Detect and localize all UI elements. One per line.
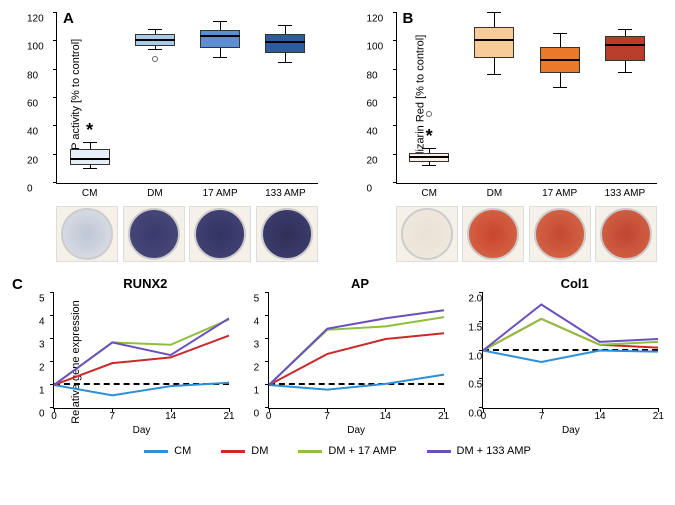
ytick: 0 bbox=[27, 184, 33, 195]
ytick: 60 bbox=[27, 99, 38, 110]
legend-item: DM + 133 AMP bbox=[427, 445, 531, 457]
legend: CM DM DM + 17 AMP DM + 133 AMP bbox=[8, 445, 667, 457]
well-image bbox=[529, 206, 591, 262]
legend-item: DM + 17 AMP bbox=[298, 445, 396, 457]
ytick: 120 bbox=[27, 14, 44, 25]
panel-c-charts: RUNX2Relative gene expression01234507142… bbox=[53, 276, 667, 409]
significance-marker: * bbox=[426, 126, 433, 147]
xtick-label: CM bbox=[421, 188, 437, 199]
panel-a-wells bbox=[56, 206, 318, 262]
ytick: 20 bbox=[367, 155, 378, 166]
legend-label: CM bbox=[174, 445, 191, 457]
well-image bbox=[256, 206, 318, 262]
legend-label: DM + 17 AMP bbox=[328, 445, 396, 457]
xtick-label: 17 AMP bbox=[203, 188, 238, 199]
xtick-label: 17 AMP bbox=[542, 188, 577, 199]
legend-swatch bbox=[298, 450, 322, 453]
significance-marker: * bbox=[86, 120, 93, 141]
top-row: A AP activity [% to control] 02040608010… bbox=[8, 8, 667, 262]
xtick-label: CM bbox=[82, 188, 98, 199]
panel-a-boxplot: AP activity [% to control] 0204060801001… bbox=[56, 13, 318, 184]
ytick: 40 bbox=[27, 127, 38, 138]
ytick: 80 bbox=[27, 70, 38, 81]
panel-c-label: C bbox=[12, 276, 23, 293]
xtick-label: DM bbox=[147, 188, 163, 199]
ytick: 60 bbox=[367, 99, 378, 110]
panel-b-boxplot: Alizarin Red [% to control] 020406080100… bbox=[396, 13, 658, 184]
ytick: 80 bbox=[367, 70, 378, 81]
series-line bbox=[269, 375, 444, 390]
panel-c: C RUNX2Relative gene expression012345071… bbox=[8, 276, 667, 457]
well-image bbox=[595, 206, 657, 262]
series-line bbox=[269, 317, 444, 385]
line-chart: RUNX2Relative gene expression01234507142… bbox=[53, 276, 238, 409]
well-image bbox=[189, 206, 251, 262]
ytick: 100 bbox=[367, 42, 384, 53]
legend-item: DM bbox=[221, 445, 268, 457]
chart-title: Col1 bbox=[482, 276, 667, 291]
xtick-label: 133 AMP bbox=[605, 188, 646, 199]
panel-c-xlabel: Day bbox=[133, 425, 151, 436]
xtick-label: 133 AMP bbox=[265, 188, 306, 199]
ytick: 0 bbox=[367, 184, 373, 195]
series-line bbox=[54, 383, 229, 396]
line-chart: Col10.00.51.01.52.0071421Day bbox=[482, 276, 667, 409]
panel-b: B Alizarin Red [% to control] 0204060801… bbox=[348, 8, 668, 262]
ytick: 20 bbox=[27, 155, 38, 166]
well-image bbox=[462, 206, 524, 262]
ytick: 100 bbox=[27, 42, 44, 53]
series-line bbox=[483, 351, 658, 363]
well-image bbox=[56, 206, 118, 262]
xtick-label: DM bbox=[487, 188, 503, 199]
chart-title: RUNX2 bbox=[53, 276, 238, 291]
line-chart: AP012345071421Day bbox=[268, 276, 453, 409]
legend-item: CM bbox=[144, 445, 191, 457]
panel-b-wells bbox=[396, 206, 658, 262]
ytick: 120 bbox=[367, 14, 384, 25]
panel-c-xlabel: Day bbox=[562, 425, 580, 436]
figure: A AP activity [% to control] 02040608010… bbox=[8, 8, 667, 457]
well-image bbox=[123, 206, 185, 262]
panel-c-xlabel: Day bbox=[347, 425, 365, 436]
ytick: 40 bbox=[367, 127, 378, 138]
panel-a-ylabel: AP activity [% to control] bbox=[70, 39, 82, 157]
panel-b-ylabel: Alizarin Red [% to control] bbox=[414, 35, 426, 162]
legend-label: DM + 133 AMP bbox=[457, 445, 531, 457]
panel-a: A AP activity [% to control] 02040608010… bbox=[8, 8, 328, 262]
legend-swatch bbox=[144, 450, 168, 453]
chart-title: AP bbox=[268, 276, 453, 291]
well-image bbox=[396, 206, 458, 262]
legend-swatch bbox=[427, 450, 451, 453]
legend-swatch bbox=[221, 450, 245, 453]
legend-label: DM bbox=[251, 445, 268, 457]
